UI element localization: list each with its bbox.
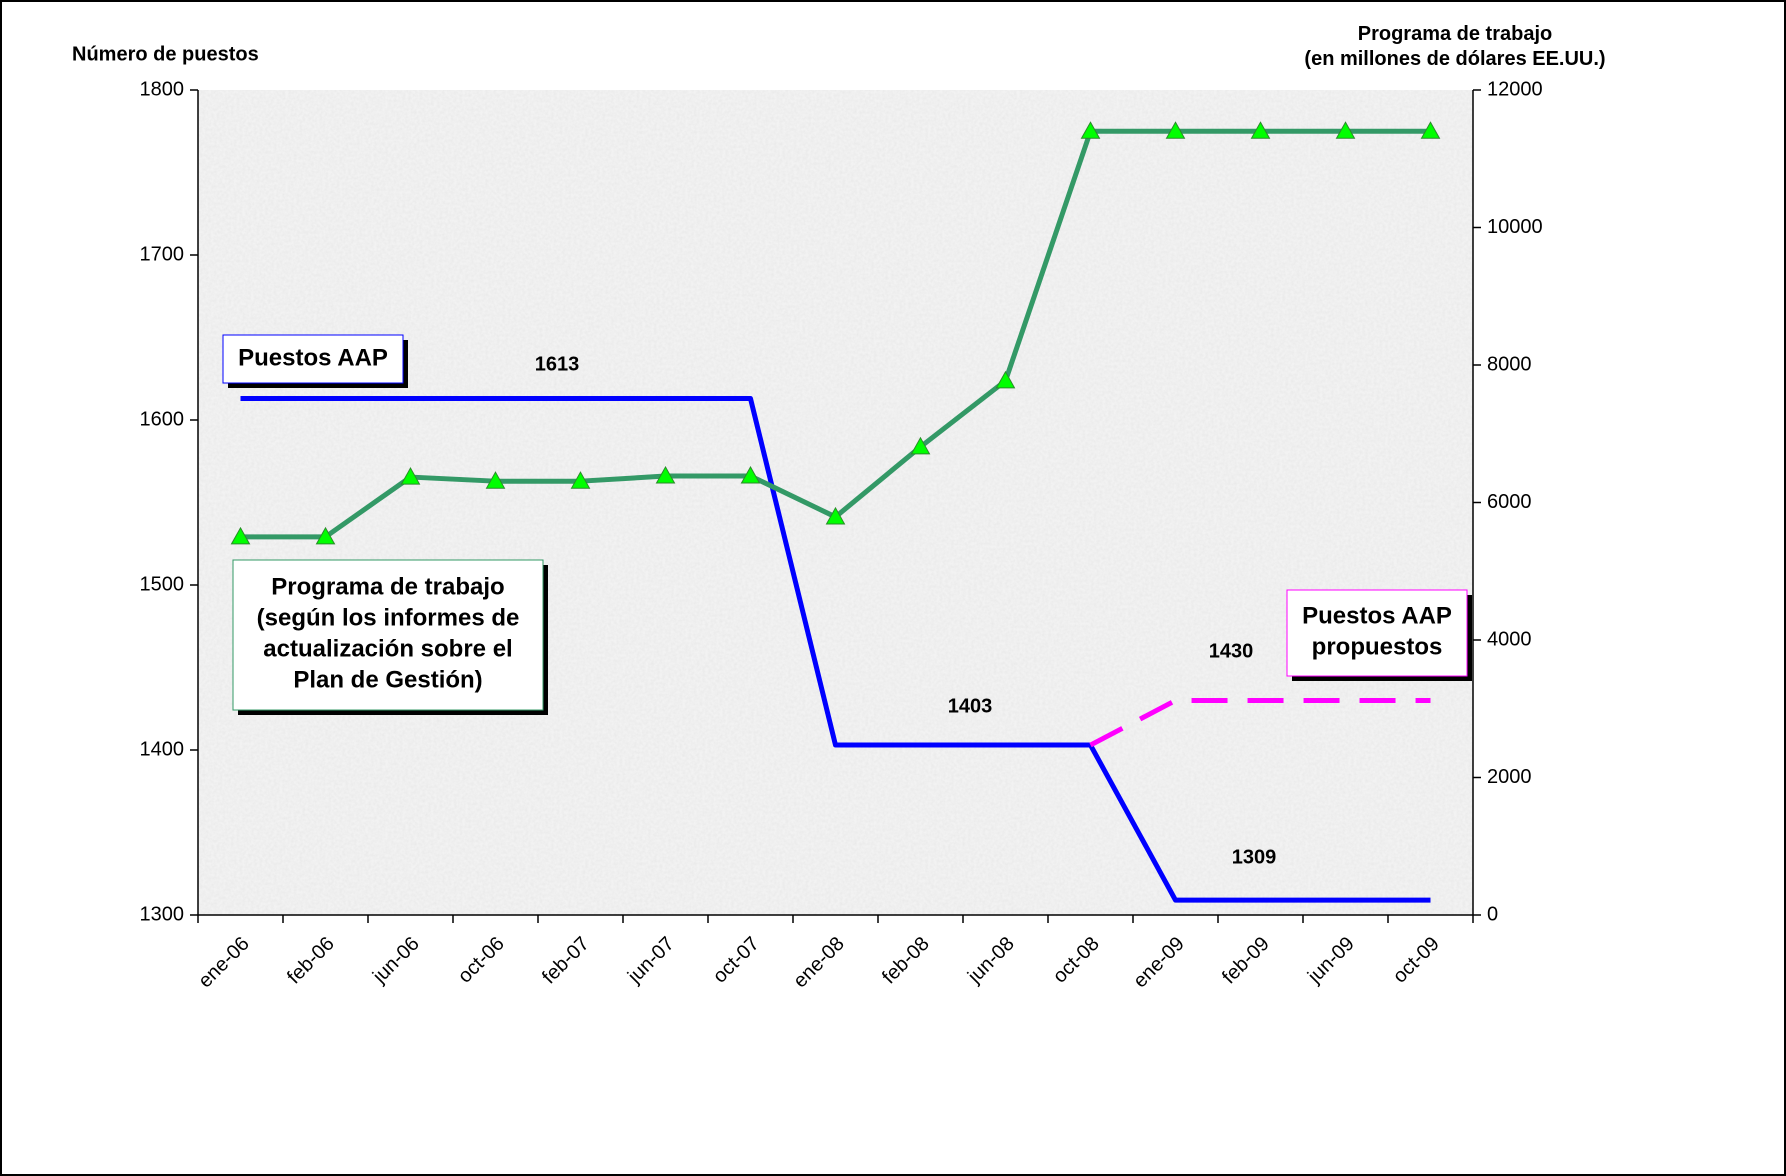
y-tick-label: 1500 — [140, 573, 185, 595]
y-tick-label: 1400 — [140, 738, 185, 760]
y2-tick-label: 0 — [1487, 903, 1498, 925]
y-tick-label: 1800 — [140, 78, 185, 100]
marker — [230, 526, 251, 545]
label-box — [222, 334, 404, 384]
annotation: 1309 — [1232, 846, 1277, 868]
annotation: 1403 — [948, 695, 993, 717]
y2-tick-label: 12000 — [1487, 78, 1543, 100]
marker — [995, 370, 1016, 389]
y-axis-title: Número de puestos — [72, 43, 259, 65]
marker — [400, 467, 421, 485]
marker — [1250, 121, 1271, 139]
marker — [570, 471, 591, 489]
series-label: Puestos AAP — [238, 344, 388, 371]
label-box — [1286, 589, 1468, 677]
marker — [910, 436, 931, 455]
series-line — [240, 396, 1431, 903]
marker — [1420, 121, 1441, 139]
series-label: Programa de trabajo (según los informes d… — [257, 574, 520, 694]
plot-texture — [198, 90, 1473, 915]
series-line — [1089, 698, 1431, 748]
label-box — [232, 559, 544, 711]
marker — [1080, 121, 1101, 139]
y2-tick-label: 2000 — [1487, 766, 1532, 788]
y-tick-label: 1300 — [140, 903, 185, 925]
marker — [655, 466, 676, 484]
marker — [1335, 121, 1356, 139]
y2-tick-label: 6000 — [1487, 491, 1532, 513]
y2-axis-title: Programa de trabajo (en millones de dólar… — [1304, 23, 1605, 70]
y2-tick-label: 10000 — [1487, 216, 1543, 238]
annotation: 1430 — [1209, 640, 1254, 662]
y2-tick-label: 8000 — [1487, 353, 1532, 375]
y2-tick-label: 4000 — [1487, 628, 1532, 650]
marker — [315, 526, 336, 545]
marker — [1165, 121, 1186, 139]
marker — [825, 506, 846, 525]
annotation: 1613 — [535, 353, 580, 375]
y-tick-label: 1700 — [140, 243, 185, 265]
series-label: Puestos AAP propuestos — [1302, 603, 1452, 661]
y-tick-label: 1600 — [140, 408, 185, 430]
marker — [485, 471, 506, 489]
marker — [740, 466, 761, 484]
